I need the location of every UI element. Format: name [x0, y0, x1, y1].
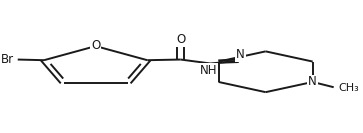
- Text: Br: Br: [1, 53, 15, 66]
- Text: O: O: [91, 39, 100, 52]
- Text: CH₃: CH₃: [338, 83, 359, 93]
- Text: O: O: [176, 33, 185, 46]
- Text: N: N: [308, 75, 317, 88]
- Text: NH: NH: [200, 64, 217, 77]
- Text: N: N: [236, 48, 245, 61]
